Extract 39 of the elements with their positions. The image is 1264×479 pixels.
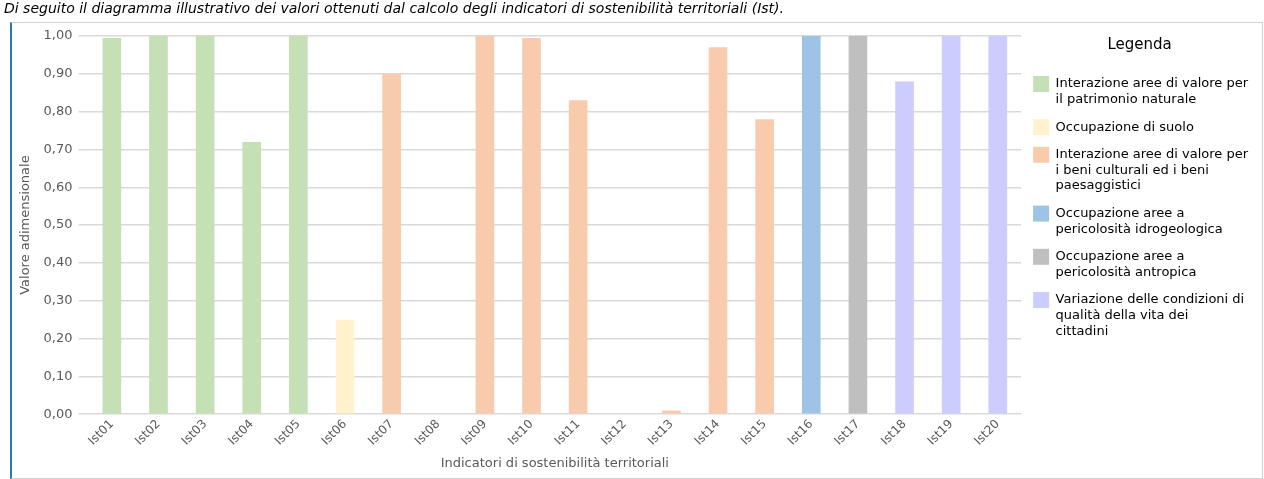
bar <box>662 410 681 414</box>
bar <box>755 119 774 414</box>
bar <box>102 37 122 414</box>
legend-label: Variazione delle condizioni di qualità della vita dei cittadini <box>1055 291 1245 338</box>
y-tick-label: 0,80 <box>43 103 73 119</box>
bar <box>522 37 541 414</box>
bar <box>848 36 868 414</box>
bar <box>941 36 961 414</box>
bar <box>335 319 355 414</box>
legend-label: Occupazione aree a pericolosità antropica <box>1055 248 1197 279</box>
y-tick-label: 0,20 <box>43 329 73 345</box>
bar <box>801 36 821 414</box>
y-tick-label: 0,60 <box>43 178 73 194</box>
y-tick-label: 0,70 <box>43 140 73 156</box>
y-tick-label: 0,50 <box>43 216 73 232</box>
y-tick-label: 0,10 <box>43 367 73 383</box>
legend-label: Interazione aree di valore per i beni culturali ed i beni paesaggistici <box>1055 146 1249 193</box>
y-tick-label: 1,00 <box>43 27 73 43</box>
bar <box>708 47 728 414</box>
legend-label: Occupazione di suolo <box>1055 118 1194 134</box>
bar <box>568 100 588 414</box>
bar <box>149 36 168 414</box>
bar <box>289 36 308 414</box>
legend-label: Interazione aree di valore per il patrimonio naturale <box>1055 75 1249 106</box>
chart-title: Di seguito il diagramma illustrativo dei valori ottenuti dal calcolo degli indicatori di sostenibilità territoriali (Ist). <box>4 0 784 16</box>
bar <box>895 81 914 414</box>
y-tick-label: 0,30 <box>43 292 73 308</box>
y-axis-title: Valore adimensionale <box>17 155 33 295</box>
bar <box>195 36 215 414</box>
bar <box>242 141 262 414</box>
y-tick-label: 0,90 <box>43 65 73 81</box>
y-tick-label: 0,00 <box>43 405 73 421</box>
x-axis-title: Indicatori di sostenibilità territoriali <box>440 454 669 470</box>
bar <box>382 73 401 414</box>
legend-label: Occupazione aree a pericolosità idrogeologica <box>1055 204 1223 236</box>
bar <box>988 36 1008 414</box>
legend-title: Legenda <box>1107 35 1172 54</box>
y-tick-label: 0,40 <box>43 254 73 270</box>
bar <box>475 36 495 414</box>
